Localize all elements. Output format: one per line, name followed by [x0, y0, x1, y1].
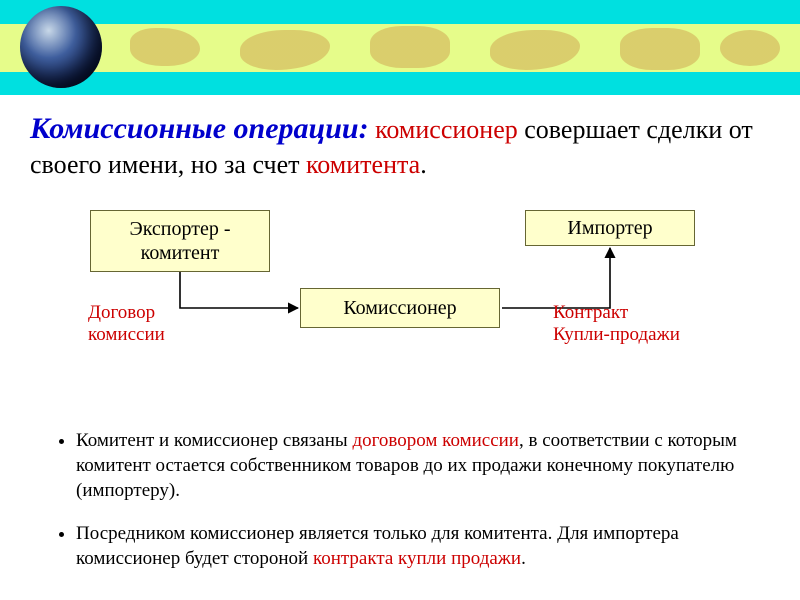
bullet-red: контракта купли продажи	[313, 548, 521, 569]
continent-shape	[130, 28, 200, 66]
bullet-item: Посредником комиссионер является только …	[76, 521, 740, 571]
box-text: комитент	[141, 241, 220, 265]
commission-diagram: Экспортер - комитент Импортер Комиссионе…	[0, 206, 800, 406]
continent-shape	[370, 26, 450, 68]
bullet-list: Комитент и комиссионер связаны договором…	[76, 428, 740, 571]
edge-label-line: Договор	[88, 302, 165, 324]
box-commissioner: Комиссионер	[300, 288, 500, 328]
bullet-text: Комитент и комиссионер связаны	[76, 430, 352, 451]
edge-label-line: Купли-продажи	[553, 324, 680, 346]
globe-icon	[20, 6, 102, 88]
box-text: Комиссионер	[343, 296, 456, 320]
bullet-item: Комитент и комиссионер связаны договором…	[76, 428, 740, 503]
title-main: Комиссионные операции:	[30, 112, 369, 145]
slide-title: Комиссионные операции: комиссионер совер…	[0, 95, 800, 188]
bullet-red: договором комиссии	[352, 430, 519, 451]
continent-shape	[620, 28, 700, 70]
box-exporter-komitent: Экспортер - комитент	[90, 210, 270, 272]
edge-label-sale-contract: Контракт Купли-продажи	[553, 302, 680, 346]
title-red-2: комитента	[306, 150, 420, 179]
edge-label-line: комиссии	[88, 324, 165, 346]
box-importer: Импортер	[525, 210, 695, 246]
world-map-banner	[0, 0, 800, 95]
title-period: .	[420, 150, 427, 179]
edge-label-commission-contract: Договор комиссии	[88, 302, 165, 346]
box-text: Импортер	[567, 216, 652, 240]
edge-label-line: Контракт	[553, 302, 680, 324]
title-red-1: комиссионер	[375, 115, 518, 144]
bullet-text: .	[521, 548, 526, 569]
continent-shape	[720, 30, 780, 66]
box-text: Экспортер -	[129, 217, 230, 241]
